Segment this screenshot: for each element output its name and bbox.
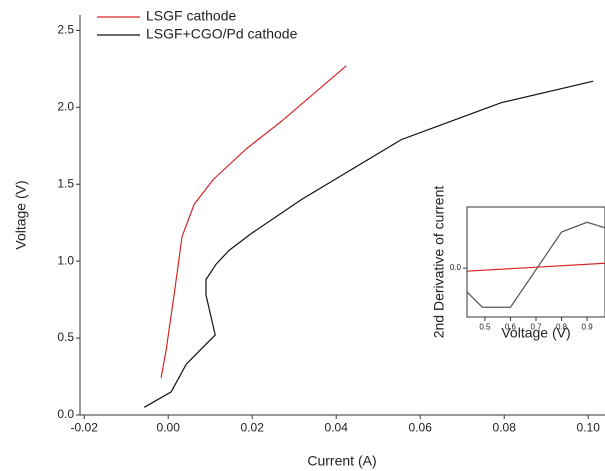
x-axis-label: Voltage (V) bbox=[501, 325, 570, 341]
x-tick-label: 0.8 bbox=[556, 323, 568, 332]
legend-label: LSGF+CGO/Pd cathode bbox=[146, 26, 298, 42]
x-tick-label: 0.5 bbox=[479, 323, 491, 332]
y-tick-label: 1.5 bbox=[57, 176, 74, 190]
y-tick-label: 2.0 bbox=[57, 99, 74, 113]
x-tick-label: 0.04 bbox=[325, 421, 349, 435]
series-line bbox=[143, 80, 594, 408]
series-line bbox=[466, 221, 605, 308]
x-tick-label: 0.10 bbox=[577, 421, 601, 435]
x-tick-label: -0.02 bbox=[71, 421, 99, 435]
y-tick-label: 2.5 bbox=[57, 23, 74, 37]
y-axis-label: 2nd Derivative of current bbox=[431, 186, 447, 339]
x-tick-label: 0.08 bbox=[493, 421, 517, 435]
y-tick-label: 0.0 bbox=[57, 407, 74, 421]
y-axis-label: Voltage (V) bbox=[13, 180, 29, 249]
legend-label: LSGF cathode bbox=[146, 8, 236, 24]
x-tick-label: 0.00 bbox=[157, 421, 181, 435]
x-tick-label: 0.7 bbox=[530, 323, 542, 332]
x-tick-label: 0.6 bbox=[505, 323, 517, 332]
x-tick-label: 0.06 bbox=[409, 421, 433, 435]
x-tick-label: 0.02 bbox=[241, 421, 265, 435]
x-axis-label: Current (A) bbox=[307, 453, 376, 469]
series-line bbox=[466, 262, 605, 272]
y-tick-label: 1.0 bbox=[57, 253, 74, 267]
y-tick-label: 0.0 bbox=[450, 263, 462, 272]
y-tick-label: 0.5 bbox=[57, 330, 74, 344]
x-tick-label: 0.9 bbox=[582, 323, 594, 332]
series-line bbox=[160, 65, 347, 379]
